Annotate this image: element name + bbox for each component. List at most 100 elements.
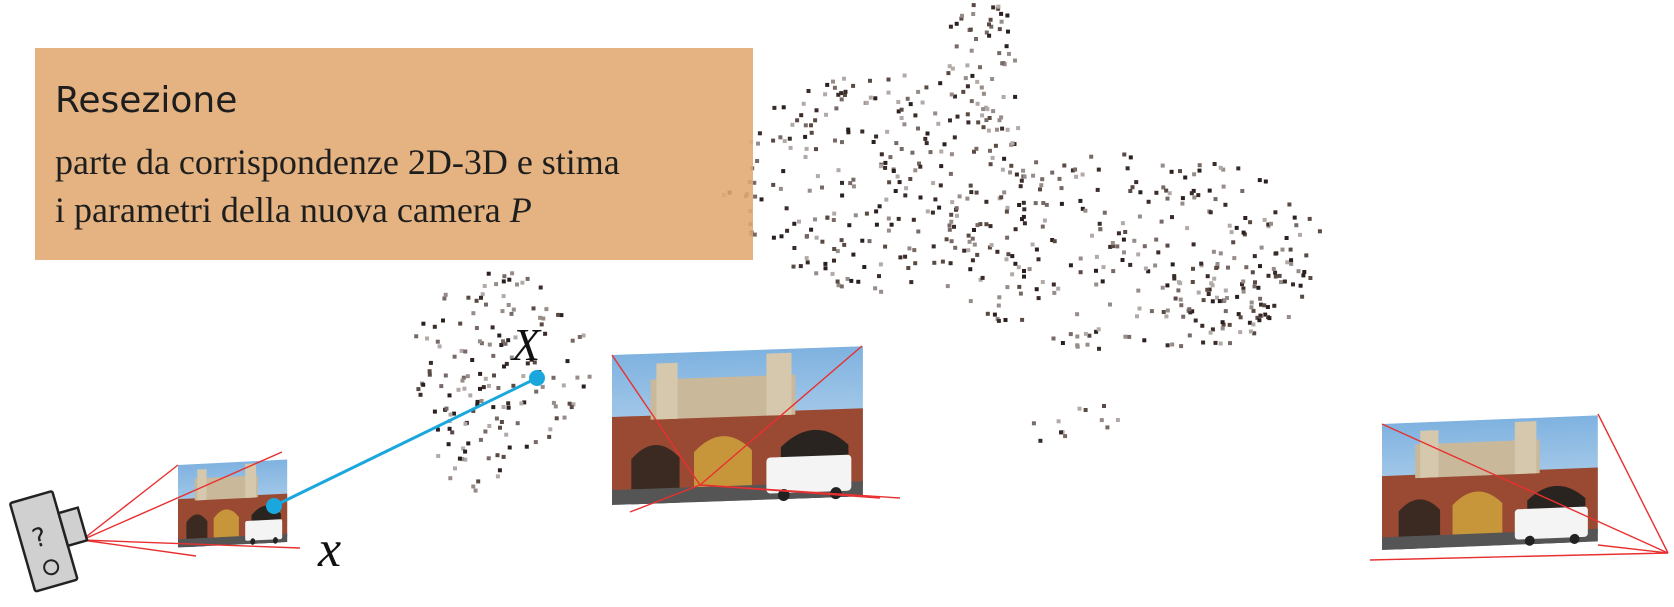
cloud-point	[989, 24, 994, 29]
camera-icon: ?	[9, 490, 89, 593]
cloud-point	[807, 188, 812, 193]
cloud-point	[1302, 270, 1307, 274]
cloud-point	[953, 245, 958, 250]
cloud-point	[814, 271, 819, 276]
cloud-point	[988, 17, 993, 22]
cloud-point	[1060, 341, 1065, 345]
cloud-point	[507, 277, 512, 282]
cloud-point	[945, 284, 950, 289]
cloud-point	[949, 92, 954, 97]
cloud-point	[448, 412, 453, 417]
cloud-point	[1002, 62, 1007, 67]
cloud-point	[908, 102, 913, 107]
cloud-point	[556, 312, 561, 317]
cloud-point	[1016, 126, 1021, 131]
cloud-point	[427, 372, 432, 377]
cloud-point	[1266, 222, 1271, 227]
cloud-point	[1191, 242, 1196, 247]
cloud-point	[551, 375, 556, 380]
cloud-point	[792, 221, 797, 226]
cloud-point	[995, 249, 1000, 254]
cloud-point	[836, 283, 841, 288]
cloud-point	[972, 228, 976, 232]
cloud-point	[477, 339, 482, 344]
cloud-point	[1232, 256, 1237, 261]
callout-line-2: i parametri della nuova camera	[55, 190, 501, 230]
cloud-point	[1038, 438, 1043, 443]
cloud-point	[1288, 247, 1293, 252]
cloud-point	[814, 147, 818, 152]
cloud-point	[1078, 198, 1083, 203]
cloud-point	[524, 444, 529, 449]
cloud-point	[1027, 267, 1032, 272]
cloud-point	[571, 402, 576, 407]
cloud-point	[1300, 294, 1305, 299]
cloud-point	[1210, 327, 1215, 332]
cloud-point	[1101, 265, 1106, 270]
cloud-point	[497, 468, 502, 473]
cloud-point	[846, 130, 851, 135]
callout-line-1: parte da corrispondenze 2D-3D e stima	[55, 142, 620, 182]
cloud-point	[1269, 221, 1273, 226]
cloud-point	[803, 155, 808, 159]
camera-view-new	[81, 451, 301, 557]
cloud-point	[933, 111, 938, 116]
cloud-point	[1075, 334, 1080, 339]
cloud-point	[1225, 296, 1229, 300]
cloud-point	[521, 374, 526, 379]
cloud-point	[510, 271, 515, 276]
cloud-point	[878, 164, 883, 169]
cloud-point	[1317, 229, 1322, 234]
cloud-point	[904, 186, 909, 191]
cloud-point	[1019, 178, 1024, 183]
cloud-point	[1179, 303, 1184, 308]
callout-title: Resezione	[55, 80, 238, 121]
cloud-point	[421, 382, 426, 387]
cloud-point	[1004, 209, 1009, 214]
cloud-point	[1062, 163, 1067, 168]
cloud-point	[979, 85, 984, 90]
cloud-point	[565, 359, 570, 364]
cloud-point	[1244, 265, 1249, 270]
cloud-point	[969, 99, 974, 104]
cloud-point	[823, 266, 828, 271]
cloud-point	[1153, 263, 1158, 268]
cloud-point	[1132, 238, 1137, 243]
cloud-point	[782, 139, 787, 144]
cloud-point	[486, 456, 491, 461]
cloud-point	[995, 127, 999, 132]
cloud-point	[1034, 287, 1039, 292]
cloud-point	[1179, 344, 1184, 349]
cloud-point	[1115, 244, 1120, 249]
cloud-point	[889, 222, 894, 227]
cloud-point	[898, 255, 903, 260]
cloud-point	[1301, 273, 1306, 278]
cloud-point	[886, 90, 891, 95]
cloud-point	[957, 194, 962, 199]
cloud-point	[989, 243, 994, 248]
cloud-point	[784, 206, 789, 211]
cloud-point	[978, 222, 983, 227]
cloud-point	[1075, 344, 1080, 349]
cloud-point	[1098, 227, 1103, 232]
cloud-point	[1156, 250, 1161, 255]
cloud-point	[868, 95, 873, 100]
cloud-point	[1263, 312, 1268, 317]
cloud-point	[1287, 202, 1292, 207]
cloud-point	[1241, 286, 1246, 291]
cloud-point	[980, 113, 985, 118]
cloud-point	[987, 245, 992, 250]
cloud-point	[1146, 269, 1151, 274]
cloud-point	[501, 405, 506, 409]
cloud-point	[831, 79, 835, 84]
cloud-point	[1218, 251, 1223, 256]
cloud-point	[1192, 172, 1197, 177]
cloud-point	[450, 430, 455, 435]
cloud-point	[845, 276, 850, 281]
cloud-point	[813, 118, 818, 123]
cloud-point	[1005, 205, 1010, 210]
cloud-point	[491, 353, 496, 358]
cloud-point	[851, 83, 856, 88]
cloud-point	[947, 64, 952, 69]
cloud-point	[772, 105, 777, 110]
